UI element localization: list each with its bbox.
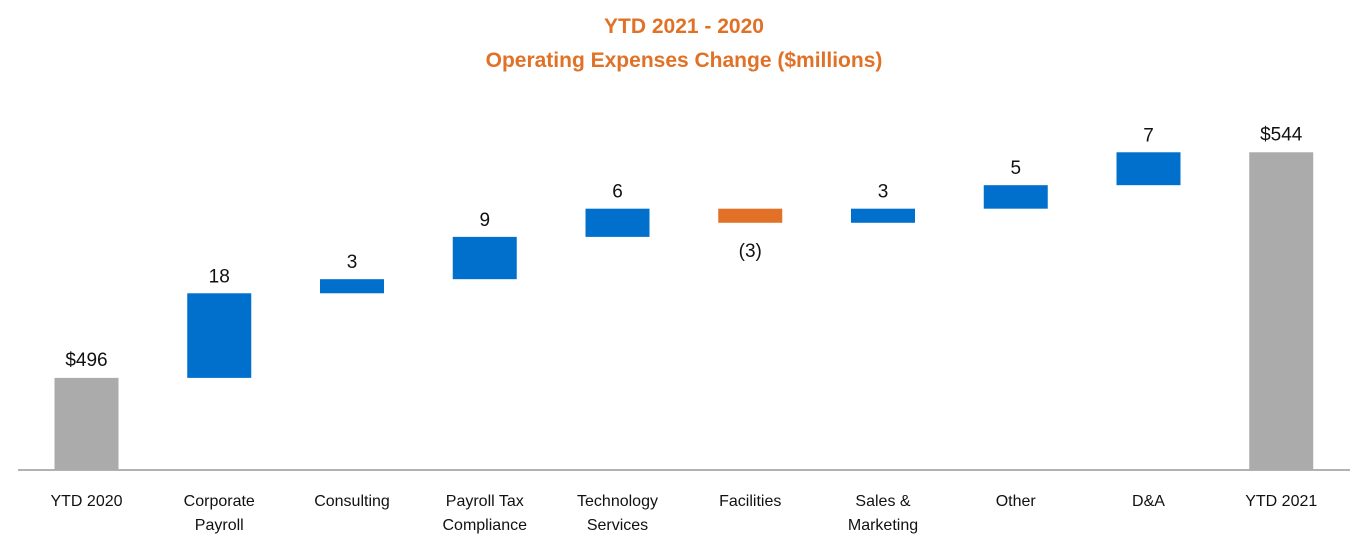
category-label-8: D&A — [1132, 493, 1165, 510]
data-label-6: 3 — [878, 182, 889, 203]
category-label-6: Sales & Marketing — [848, 493, 918, 534]
data-label-3: 9 — [479, 210, 490, 231]
bar-9 — [1249, 152, 1314, 470]
chart-title: YTD 2021 - 2020 — [604, 15, 764, 38]
bar-6 — [851, 208, 915, 223]
category-label-4: Technology Services — [577, 493, 658, 534]
data-label-7: 5 — [1010, 158, 1021, 179]
category-label-2: Consulting — [314, 493, 390, 510]
bar-7 — [983, 185, 1048, 209]
data-label-9: $544 — [1260, 124, 1303, 145]
data-label-4: 6 — [612, 182, 623, 203]
data-label-0: $496 — [65, 350, 107, 371]
data-label-1: 18 — [209, 266, 230, 287]
chart-subtitle: Operating Expenses Change ($millions) — [485, 49, 883, 72]
bar-3 — [452, 236, 517, 280]
category-label-9: YTD 2021 — [1245, 493, 1317, 510]
bar-0 — [54, 377, 119, 470]
category-label-0: YTD 2020 — [50, 493, 122, 510]
data-label-8: 7 — [1143, 125, 1154, 146]
category-label-5: Facilities — [719, 493, 781, 510]
bar-5 — [718, 208, 783, 223]
category-label-7: Other — [996, 493, 1037, 510]
bar-8 — [1116, 152, 1181, 186]
category-label-3: Payroll Tax Compliance — [443, 493, 528, 534]
bar-4 — [585, 208, 650, 237]
data-label-5: (3) — [739, 241, 762, 262]
category-label-1: Corporate Payroll — [184, 493, 255, 534]
data-label-2: 3 — [347, 252, 358, 273]
bar-2 — [320, 279, 384, 294]
bar-1 — [187, 293, 252, 378]
